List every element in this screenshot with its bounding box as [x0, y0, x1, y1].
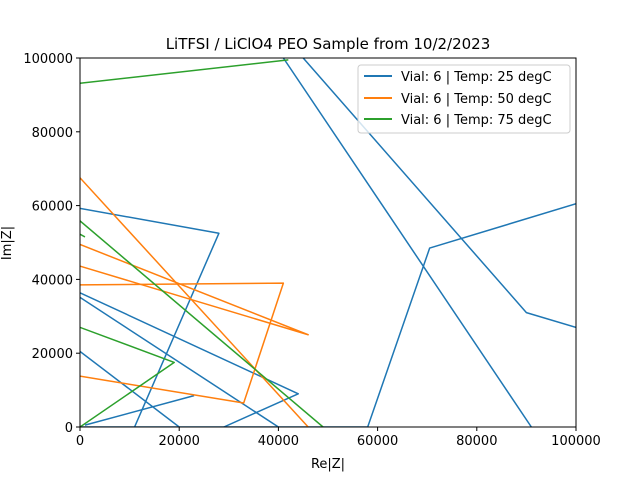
- legend: Vial: 6 | Temp: 25 degC Vial: 6 | Temp: …: [357, 64, 571, 134]
- y-tick-label: 0: [65, 421, 73, 436]
- x-axis-label: Re|Z|: [311, 457, 345, 472]
- legend-box: [357, 64, 571, 134]
- x-tick-label: 80000: [456, 434, 497, 449]
- series-line-2: [80, 207, 220, 427]
- chart-title: LiTFSI / LiClO4 PEO Sample from 10/2/202…: [166, 35, 491, 53]
- y-axis-label: Im|Z|: [0, 226, 15, 260]
- series-line-13: [80, 326, 175, 427]
- x-tick-label: 60000: [357, 434, 398, 449]
- series-line-5: [80, 350, 180, 427]
- series-line-14: [80, 233, 86, 238]
- series-line-7: [282, 58, 532, 427]
- series-layer: [80, 58, 576, 427]
- legend-label-75: Vial: 6 | Temp: 75 degC: [401, 113, 552, 128]
- series-line-6: [84, 394, 195, 426]
- x-tick-label: 0: [76, 434, 84, 449]
- series-line-1: [302, 58, 576, 329]
- x-axis: 0 20000 40000 60000 80000 100000: [76, 427, 601, 449]
- x-tick-label: 100000: [551, 434, 601, 449]
- x-tick-label: 20000: [159, 434, 200, 449]
- y-tick-label: 100000: [23, 52, 73, 67]
- series-line-11: [80, 59, 289, 85]
- y-tick-label: 40000: [32, 273, 73, 288]
- legend-label-50: Vial: 6 | Temp: 50 degC: [401, 92, 552, 107]
- plot-frame: [79, 57, 577, 428]
- series-line-10: [80, 282, 285, 404]
- series-line-12: [80, 219, 324, 427]
- y-tick-label: 80000: [32, 126, 73, 141]
- series-line-3: [80, 291, 299, 427]
- y-axis: 0 20000 40000 60000 80000 100000: [23, 52, 80, 436]
- series-line-4: [80, 296, 279, 427]
- legend-label-25: Vial: 6 | Temp: 25 degC: [401, 70, 552, 85]
- series-line-9: [80, 243, 309, 336]
- y-tick-label: 60000: [32, 200, 73, 215]
- series-line-0: [80, 203, 576, 427]
- y-tick-label: 20000: [32, 347, 73, 362]
- x-tick-label: 40000: [258, 434, 299, 449]
